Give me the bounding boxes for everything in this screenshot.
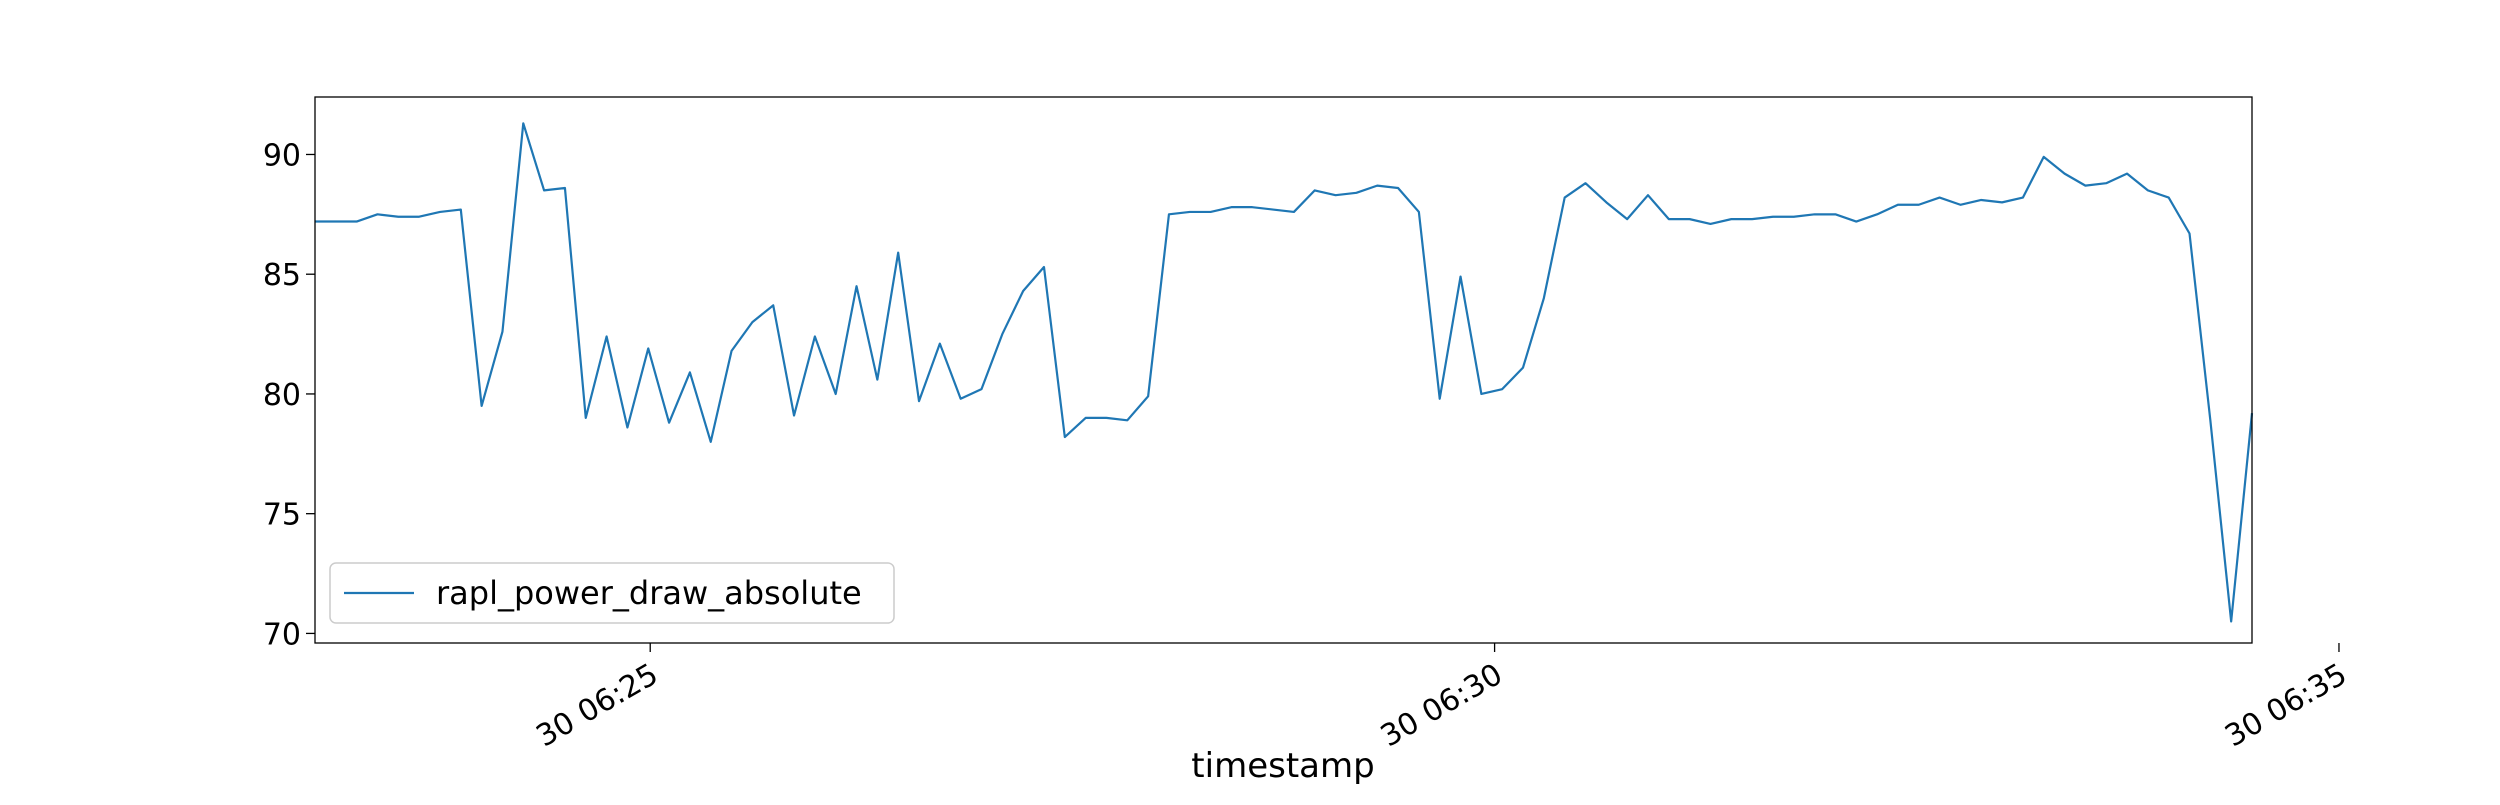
x-axis-label: timestamp: [1191, 746, 1374, 786]
y-tick-label: 70: [263, 617, 301, 652]
plot-frame: [314, 96, 2253, 644]
x-tick-label: 30 06:30: [1375, 657, 1509, 754]
y-tick-label: 90: [263, 138, 301, 173]
legend-box: [329, 562, 895, 624]
x-tick-label: 30 06:35: [2219, 657, 2353, 754]
axes-layer: 70 75 80 85 90 30 06:25 30 06:30 30 06:35: [263, 138, 2353, 754]
series-line: [315, 122, 2254, 623]
legend-label: rapl_power_draw_absolute: [436, 574, 862, 612]
x-tick-label: 30 06:25: [531, 657, 665, 754]
legend: rapl_power_draw_absolute: [329, 562, 895, 624]
y-tick-label: 80: [263, 378, 301, 413]
y-tick-label: 75: [263, 498, 301, 533]
y-tick-label: 85: [263, 258, 301, 293]
series-layer: [315, 122, 2254, 623]
